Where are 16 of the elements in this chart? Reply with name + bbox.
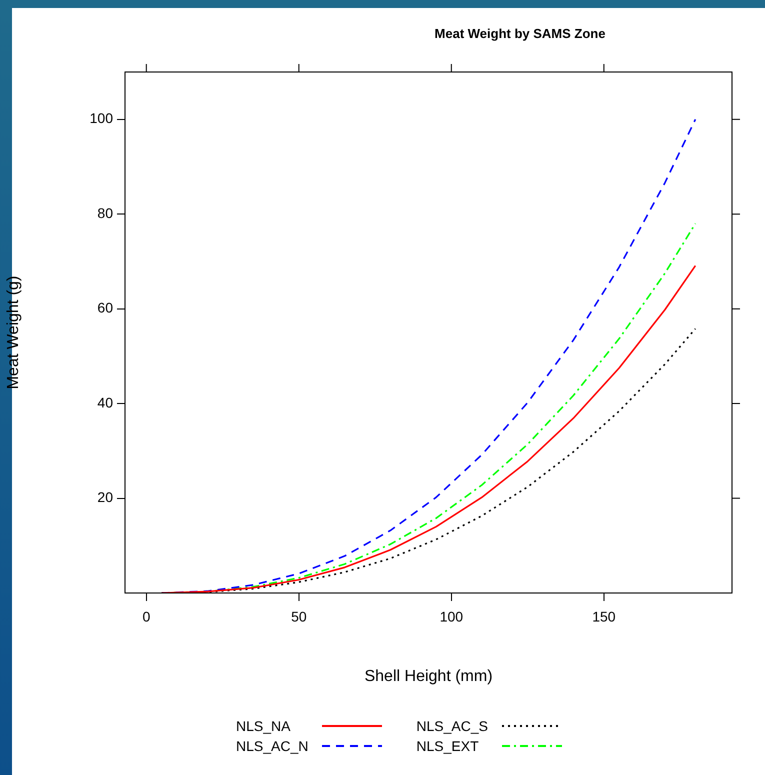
legend-label: NLS_AC_S [416,718,488,734]
x-tick-label: 150 [592,608,616,624]
legend-label: NLS_AC_N [236,738,308,754]
x-axis-title: Shell Height (mm) [364,668,493,685]
x-tick-label: 50 [291,608,307,624]
y-tick-label: 100 [90,110,114,126]
y-tick-label: 40 [97,394,114,410]
x-tick-label: 100 [440,608,464,624]
chart-title: Meat Weight by SAMS Zone [434,26,606,41]
y-axis-title: Meat Weight (g) [5,276,22,390]
legend-label: NLS_NA [236,718,292,734]
y-tick-label: 80 [97,204,114,221]
legend-label: NLS_EXT [416,738,480,754]
y-tick-label: 60 [97,300,114,316]
x-tick-label: 0 [142,608,150,624]
y-tick-label: 20 [97,489,114,506]
